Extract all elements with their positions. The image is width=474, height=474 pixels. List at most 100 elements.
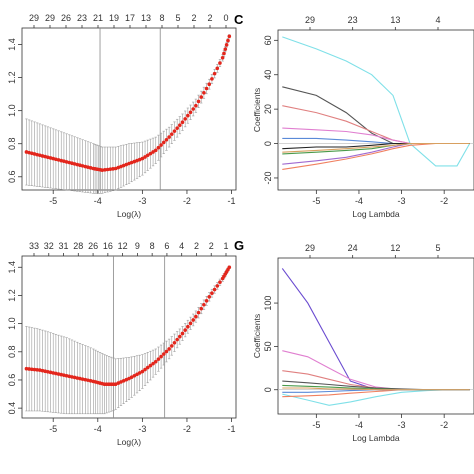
top-tick-label: 0 (223, 13, 228, 23)
cv-point (35, 368, 39, 372)
x-tick-label: -3 (138, 424, 146, 434)
coefficient-path (282, 86, 470, 145)
cv-point (56, 372, 61, 376)
cv-point (161, 140, 166, 145)
x-axis-label: Log(λ) (117, 437, 141, 447)
cv-point (159, 354, 163, 359)
top-tick-label: 8 (150, 241, 155, 251)
y-tick-label: 1.2 (7, 71, 17, 84)
x-tick-label: -5 (49, 424, 57, 434)
x-tick-label: -4 (94, 424, 102, 434)
top-tick-label: 1 (223, 241, 228, 251)
cv-point (164, 349, 169, 354)
y-tick-label: 40 (263, 70, 273, 80)
x-tick-label: -5 (312, 196, 320, 206)
cv-point (226, 38, 230, 43)
cv-point (164, 137, 169, 142)
top-tick-label: 31 (59, 241, 69, 251)
cv-point (172, 129, 177, 133)
plot-frame (277, 29, 474, 191)
panel-bottom-right: -5 -4 -3 -2 0 50 100 29 24 12 5 Log Lambda Coefficie… (252, 243, 474, 443)
cv-point (227, 265, 232, 270)
y-tick-label: 1.4 (7, 38, 17, 51)
cv-point (210, 77, 214, 81)
cv-point (137, 371, 142, 375)
cv-point (186, 324, 190, 329)
cv-point (64, 373, 69, 378)
cv-point (86, 378, 90, 383)
cv-point (204, 86, 209, 91)
cv-point (70, 375, 74, 379)
y-tick-label: 0 (263, 387, 273, 392)
panel-bottom-left: -5 -4 -3 -2 -10.40.60.81.01.21.433 32 31 28 26 16… (7, 241, 237, 447)
cv-point (204, 298, 209, 303)
x-tick-label: -1 (228, 196, 236, 206)
x-tick-label: -2 (183, 424, 191, 434)
cv-point (210, 291, 214, 295)
y-tick-label: 1.2 (7, 289, 17, 302)
cv-point (135, 372, 139, 377)
x-tick-label: -2 (183, 196, 191, 206)
cv-point (156, 357, 161, 361)
cv-point (199, 95, 204, 99)
cv-point (148, 363, 153, 368)
cv-point (196, 310, 201, 315)
top-tick-label: 23 (348, 15, 358, 25)
x-tick-label: -4 (94, 196, 102, 206)
cv-point (46, 369, 50, 374)
top-tick-label: 16 (103, 241, 113, 251)
cv-point (161, 352, 166, 356)
x-tick-label: -5 (49, 196, 57, 206)
cv-point (38, 368, 42, 372)
y-tick-label: 1.0 (7, 317, 17, 330)
cv-point (151, 150, 155, 154)
cv-point (127, 376, 131, 381)
x-tick-label: -2 (440, 420, 448, 430)
y-tick-label: 20 (263, 104, 273, 114)
x-tick-label: -1 (228, 424, 236, 434)
y-tick-label: 1.0 (7, 104, 17, 117)
cv-point (207, 295, 212, 299)
cv-point (151, 361, 155, 366)
cv-point (194, 103, 198, 108)
cv-point (196, 99, 201, 104)
y-tick-label: 0.6 (7, 171, 17, 184)
top-tick-label: 9 (135, 241, 140, 251)
x-tick-label: -4 (355, 420, 363, 430)
top-tick-label: 17 (125, 13, 135, 23)
panel-letter-g: G (234, 238, 244, 253)
cv-point (223, 47, 228, 51)
top-tick-label: 21 (93, 13, 103, 23)
top-tick-label: 29 (29, 13, 39, 23)
coefficient-path (282, 105, 470, 145)
coefficient-path (282, 389, 470, 398)
top-tick-label: 2 (191, 13, 196, 23)
y-tick-label: 0.4 (7, 402, 17, 415)
cv-point (159, 143, 163, 147)
cv-point (167, 135, 171, 139)
y-tick-label: 0 (263, 141, 273, 146)
top-tick-label: 29 (305, 15, 315, 25)
top-tick-label: 26 (88, 241, 98, 251)
cv-point (202, 302, 206, 307)
coefficient-path (282, 142, 470, 153)
top-tick-label: 32 (44, 241, 54, 251)
cv-point (54, 371, 58, 376)
cv-point (32, 367, 37, 372)
cv-point (175, 126, 179, 130)
cv-point (59, 372, 64, 377)
top-tick-label: 26 (61, 13, 71, 23)
cv-point (191, 318, 195, 322)
cv-point (51, 371, 56, 375)
x-axis-label: Log(λ) (117, 209, 141, 219)
cv-point (180, 120, 185, 125)
y-tick-label: 0.6 (7, 374, 17, 387)
cv-point (62, 373, 66, 377)
y-tick-label: 60 (263, 35, 273, 45)
cv-point (188, 321, 193, 326)
top-tick-label: 23 (77, 13, 87, 23)
top-tick-label: 5 (175, 13, 180, 23)
top-tick-label: 5 (435, 243, 440, 253)
y-tick-label: 0.8 (7, 137, 17, 150)
y-axis-label: Coefficients (252, 314, 262, 358)
